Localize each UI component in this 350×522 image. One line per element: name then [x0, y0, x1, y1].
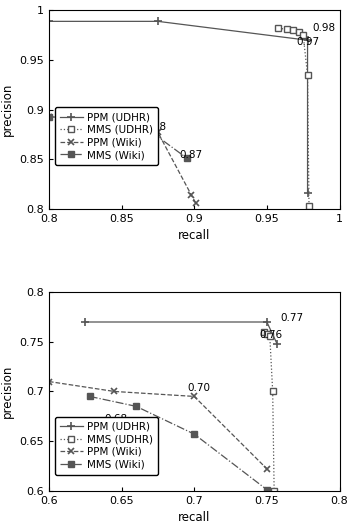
MMS (UDHR)	[307, 203, 311, 209]
Text: 0.76: 0.76	[260, 330, 283, 340]
MMS (UDHR)	[268, 333, 272, 339]
Text: 0.87: 0.87	[180, 150, 203, 160]
PPM (Wiki)	[192, 393, 196, 399]
PPM (Wiki)	[127, 124, 131, 130]
PPM (Wiki)	[47, 378, 51, 385]
MMS (Wiki)	[192, 431, 196, 437]
Line: PPM (Wiki): PPM (Wiki)	[46, 113, 199, 206]
MMS (UDHR)	[272, 488, 276, 494]
Line: MMS (Wiki): MMS (Wiki)	[46, 114, 190, 161]
Y-axis label: precision: precision	[1, 365, 14, 418]
MMS (Wiki)	[47, 113, 51, 120]
Text: 0.70: 0.70	[187, 384, 210, 394]
MMS (UDHR)	[271, 388, 275, 395]
MMS (Wiki)	[185, 155, 189, 161]
X-axis label: recall: recall	[178, 511, 210, 522]
MMS (UDHR)	[276, 25, 281, 31]
MMS (UDHR)	[265, 331, 269, 337]
Line: PPM (UDHR): PPM (UDHR)	[81, 318, 281, 348]
Line: MMS (UDHR): MMS (UDHR)	[261, 329, 277, 493]
MMS (UDHR)	[306, 72, 310, 78]
PPM (UDHR)	[47, 18, 51, 25]
Text: 0.88: 0.88	[144, 122, 167, 132]
Line: MMS (Wiki): MMS (Wiki)	[87, 394, 270, 492]
Line: PPM (UDHR): PPM (UDHR)	[45, 17, 312, 197]
PPM (UDHR)	[306, 190, 310, 196]
PPM (UDHR)	[275, 341, 279, 347]
Y-axis label: precision: precision	[1, 83, 14, 136]
MMS (UDHR)	[297, 29, 301, 35]
PPM (Wiki)	[47, 113, 51, 120]
PPM (UDHR)	[306, 37, 310, 43]
Line: PPM (Wiki): PPM (Wiki)	[46, 378, 270, 472]
Line: MMS (UDHR): MMS (UDHR)	[276, 26, 312, 209]
MMS (Wiki)	[148, 128, 153, 135]
MMS (UDHR)	[262, 329, 266, 335]
PPM (Wiki)	[265, 466, 269, 472]
MMS (UDHR)	[291, 27, 295, 33]
PPM (Wiki)	[194, 200, 198, 206]
PPM (UDHR)	[156, 18, 160, 25]
Text: 0.97: 0.97	[296, 37, 319, 47]
MMS (Wiki)	[88, 393, 92, 399]
MMS (Wiki)	[265, 487, 269, 493]
PPM (UDHR)	[265, 319, 269, 325]
Text: 0.98: 0.98	[312, 23, 335, 33]
Legend: PPM (UDHR), MMS (UDHR), PPM (Wiki), MMS (Wiki): PPM (UDHR), MMS (UDHR), PPM (Wiki), MMS …	[55, 107, 158, 165]
Text: 0.77: 0.77	[280, 313, 303, 323]
PPM (Wiki)	[112, 388, 117, 395]
Text: 0.68: 0.68	[104, 414, 127, 424]
PPM (Wiki)	[189, 192, 194, 198]
X-axis label: recall: recall	[178, 229, 210, 242]
MMS (UDHR)	[285, 26, 289, 32]
PPM (UDHR)	[83, 319, 88, 325]
PPM (Wiki)	[156, 129, 160, 136]
MMS (UDHR)	[301, 32, 305, 39]
Legend: PPM (UDHR), MMS (UDHR), PPM (Wiki), MMS (Wiki): PPM (UDHR), MMS (UDHR), PPM (Wiki), MMS …	[55, 417, 158, 475]
MMS (Wiki)	[112, 118, 117, 125]
MMS (Wiki)	[134, 403, 138, 409]
